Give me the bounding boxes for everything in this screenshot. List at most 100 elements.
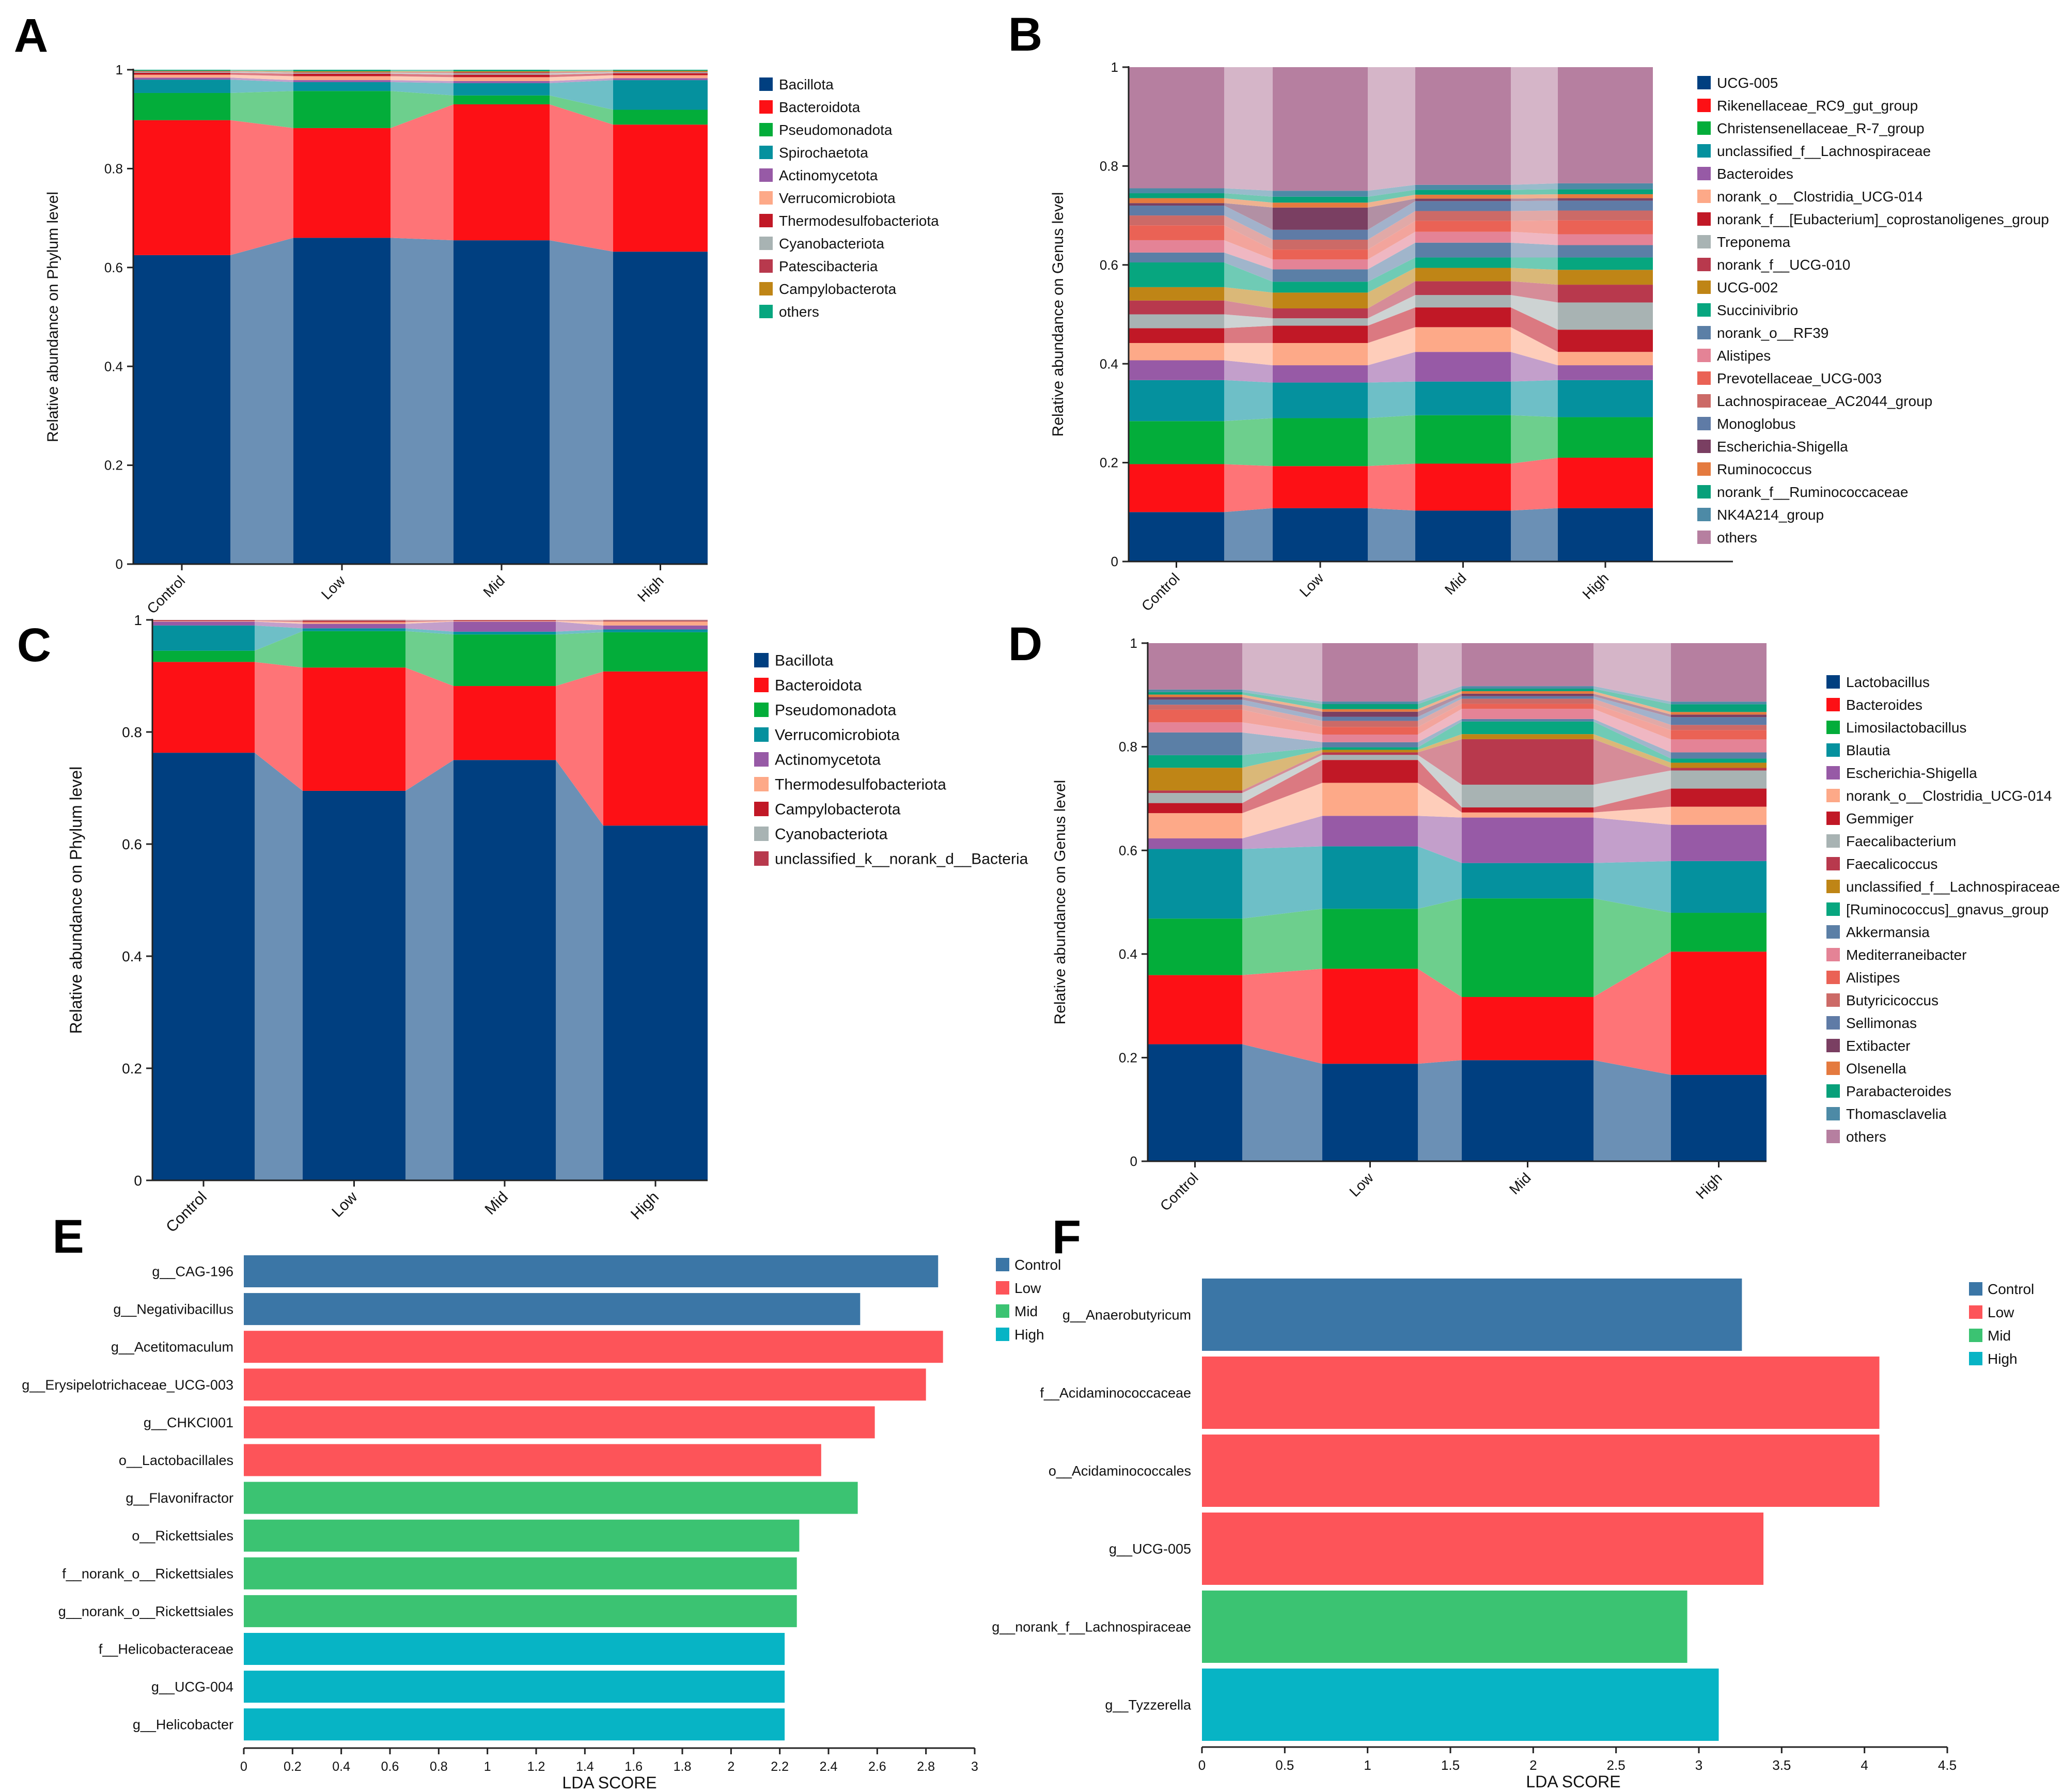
bar-segment-thermodesulfobacteriota-high — [613, 73, 708, 75]
bar-segment-norank-f-eubacterium-coprostanoligenes-group-high — [1558, 330, 1653, 352]
bar-segment-others-high — [1671, 643, 1767, 702]
transition-nk4a214-group-mid — [1511, 183, 1558, 190]
bar-segment-ucg-005-high — [1558, 508, 1653, 562]
transition-succinivibrio-control — [1224, 262, 1273, 293]
transition-christensenellaceae-r-7-group-mid — [1511, 415, 1558, 464]
y-tick-label: 0.6 — [104, 260, 123, 275]
panel-c: 0 0.2 0.4 0.6 0.8 1 Control Low Mid High Relative … — [17, 612, 1028, 1236]
x-tick-label: 0 — [240, 1759, 247, 1774]
transition-rikenellaceae-rc9-gut-group-low — [1368, 463, 1415, 511]
bar-segment-faecalicoccus-control — [1148, 790, 1242, 793]
bar-segment-actinomycetota-high — [613, 78, 708, 81]
bar-segment-mediterraneibacter-low — [1322, 735, 1418, 742]
transition-bacteroides-mid — [1593, 952, 1671, 1075]
bar-segment-faecalibacterium-mid — [1462, 784, 1593, 808]
y-tick-label: 0.2 — [1119, 1050, 1137, 1066]
bar-segment-alistipes-control — [1148, 709, 1242, 723]
bar-segment-ruminococcus-low — [1273, 202, 1368, 208]
bar-segment-thomasclavelia-high — [1671, 702, 1767, 705]
legend-label-campylobacterota: Campylobacterota — [775, 801, 901, 818]
bar-segment-norank-f-ruminococcaceae-high — [1558, 189, 1653, 194]
bar-segment-bacillota-high — [603, 825, 708, 1180]
bar-segment-bacteroides-mid — [1415, 352, 1511, 382]
bar-segment-lactobacillus-high — [1671, 1074, 1767, 1161]
bar-segment-actinomycetota-mid — [454, 621, 556, 632]
legend-label-cyanobacteriota: Cyanobacteriota — [775, 826, 888, 843]
bar-segment-bacillota-mid — [454, 240, 550, 564]
transition-blautia-control — [1242, 846, 1322, 919]
bar-segment-blautia-low — [1322, 846, 1418, 909]
bar-segment-gemmiger-control — [1148, 803, 1242, 814]
panel-a: 0 0.2 0.4 0.6 0.8 1 Control Low Mid High Relative … — [14, 9, 939, 617]
bar-segment-mediterraneibacter-high — [1671, 739, 1767, 753]
bar-segment-bacteroides-high — [1671, 952, 1767, 1075]
transition-lachnospiraceae-ac2044-group-low — [1368, 211, 1415, 250]
lda-bar-label-g-ucg-005: g__UCG-005 — [1109, 1541, 1191, 1556]
bar-segment-thomasclavelia-low — [1322, 702, 1418, 704]
lda-bar-label-g-helicobacter: g__Helicobacter — [133, 1717, 233, 1733]
legend-swatch-pseudomonadota — [759, 123, 773, 136]
legend-label-butyricicoccus: Butyricicoccus — [1846, 992, 1939, 1008]
legend-label-norank-f-ruminococcaceae: norank_f__Ruminococcaceae — [1717, 484, 1908, 500]
legend-label-mid: Mid — [1988, 1328, 2011, 1344]
legend-swatch-faecalicoccus — [1826, 857, 1840, 870]
bar-segment-akkermansia-mid — [1462, 719, 1593, 722]
transition-pseudomonadota-mid — [550, 95, 613, 125]
y-tick-label: 0 — [1111, 554, 1118, 569]
transition-monoglobus-low — [1368, 201, 1415, 240]
transition-rikenellaceae-rc9-gut-group-control — [1224, 464, 1273, 512]
x-tick-label: 1.4 — [576, 1759, 594, 1774]
transition-lactobacillus-mid — [1593, 1060, 1671, 1161]
bar-segment-alistipes-high — [1558, 234, 1653, 245]
transition-thermodesulfobacteriota-mid — [556, 621, 603, 626]
transition-faecalibacterium-mid — [1593, 770, 1671, 808]
bar-segment-limosilactobacillus-control — [1148, 918, 1242, 975]
legend-swatch-ruminococcus — [1697, 462, 1711, 476]
bar-segment-faecalicoccus-high — [1671, 768, 1767, 771]
bar-segment-treponema-high — [1558, 302, 1653, 330]
transition-escherichia-shigella-control — [1242, 816, 1322, 849]
legend-label-patescibacteria: Patescibacteria — [779, 258, 878, 274]
transition-bacteroides-low — [1418, 969, 1462, 1064]
y-tick-label: 0.8 — [104, 161, 123, 177]
legend-swatch-mediterraneibacter — [1826, 948, 1840, 961]
legend-label-pseudomonadota: Pseudomonadota — [775, 702, 896, 719]
lda-bar-g-flavonifractor — [244, 1482, 858, 1514]
bar-segment-parabacteroides-low — [1322, 704, 1418, 709]
transition-nk4a214-group-control — [1224, 188, 1273, 197]
transition-escherichia-shigella-low — [1418, 816, 1462, 863]
panel-label: A — [14, 9, 48, 62]
transition-prevotellaceae-ucg-003-mid — [1511, 220, 1558, 235]
legend-swatch-unclassified-f-lachnospiraceae — [1697, 144, 1711, 158]
bar-segment-others-mid — [454, 70, 550, 71]
bar-segment-ucg-002-low — [1273, 292, 1368, 309]
bar-segment-thermodesulfobacteriota-low — [293, 73, 390, 76]
lda-bar-f-acidaminococcaceae — [1202, 1357, 1880, 1429]
legend-label-others: others — [1846, 1129, 1886, 1145]
transition-escherichia-shigella-low — [1368, 198, 1415, 230]
bar-segment-parabacteroides-high — [1671, 704, 1767, 712]
transition-akkermansia-mid — [1593, 719, 1671, 759]
legend-swatch-campylobacterota — [754, 802, 769, 816]
transition-spirochaetota-mid — [550, 80, 613, 110]
legend-label-control: Control — [1014, 1257, 1061, 1273]
bar-segment-norank-o-rf39-high — [1558, 245, 1653, 258]
x-tick-label: 2.6 — [868, 1759, 886, 1774]
transition-verrucomicrobiota-mid — [556, 629, 603, 635]
x-tick-label: 1.6 — [624, 1759, 643, 1774]
legend-swatch-low — [1969, 1305, 1982, 1319]
bar-segment-actinomycetota-control — [133, 77, 230, 80]
bar-segment-succinivibrio-low — [1273, 282, 1368, 293]
y-axis-label: Relative abundance on Genus level — [1050, 192, 1067, 437]
transition-others-low — [390, 70, 454, 71]
transition-lachnospiraceae-ac2044-group-control — [1224, 215, 1273, 250]
legend-label-high: High — [1014, 1327, 1044, 1343]
y-axis-label: Relative abundance on Phylum level — [44, 192, 61, 442]
lda-bar-label-g-ucg-004: g__UCG-004 — [151, 1679, 233, 1695]
bar-segment-verrucomicrobiota-low — [303, 628, 405, 631]
lda-bar-g-helicobacter — [244, 1708, 785, 1741]
legend-swatch-christensenellaceae-r-7-group — [1697, 121, 1711, 135]
bar-segment-limosilactobacillus-high — [1671, 913, 1767, 952]
bar-segment-ucg-002-mid — [1415, 268, 1511, 282]
legend-swatch-bacteroidota — [759, 100, 773, 114]
